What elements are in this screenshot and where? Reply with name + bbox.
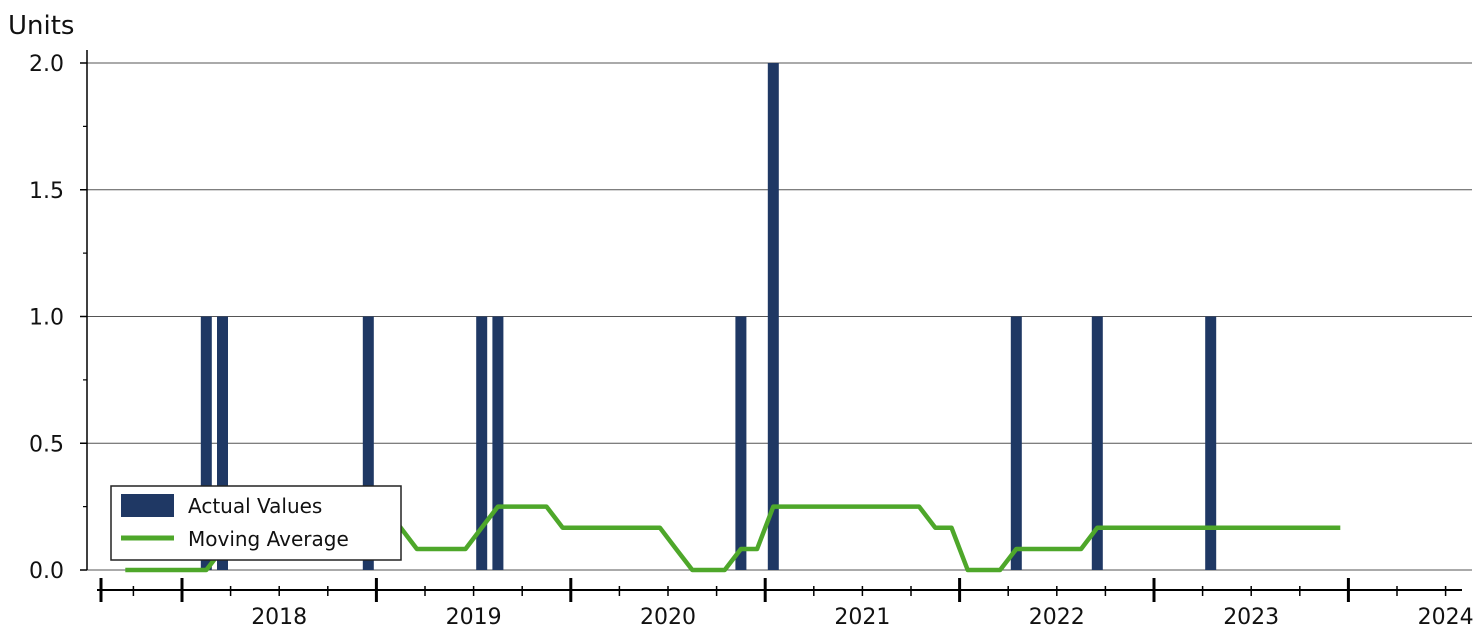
bars [200, 63, 1217, 570]
bar [476, 316, 488, 570]
grid [87, 62, 1472, 571]
bar [1091, 316, 1103, 570]
x-ticks: 2018 2019 2020 2021 2022 2023 2024 [99, 578, 1474, 627]
x-tick-label: 2019 [446, 605, 502, 627]
legend-swatch-actual-values [121, 494, 174, 517]
bar [492, 316, 504, 570]
legend-label-moving-average: Moving Average [188, 527, 349, 551]
legend-label-actual-values: Actual Values [188, 494, 322, 518]
y-tick-label: 0.5 [29, 432, 64, 457]
y-tick-label: 1.0 [29, 306, 64, 331]
bar [735, 316, 747, 570]
axes [86, 50, 1462, 591]
x-tick-label: 2020 [640, 605, 696, 627]
x-tick-label: 2018 [251, 605, 307, 627]
legend: Actual Values Moving Average [110, 485, 402, 561]
x-tick-label: 2023 [1223, 605, 1279, 627]
x-tick-label: 2024 [1418, 605, 1474, 627]
bar [200, 316, 212, 570]
bar [217, 316, 228, 570]
x-tick-label: 2021 [834, 605, 890, 627]
y-tick-label: 1.5 [29, 179, 64, 204]
y-axis-label: Units [8, 11, 74, 41]
bar [767, 63, 779, 570]
y-ticks: 0.0 0.5 1.0 1.5 2.0 [29, 52, 87, 584]
bar [362, 316, 374, 570]
bar [1010, 316, 1022, 570]
x-tick-label: 2022 [1029, 605, 1085, 627]
bar [1205, 316, 1217, 570]
y-tick-label: 2.0 [29, 52, 64, 77]
y-tick-label: 0.0 [29, 559, 64, 584]
